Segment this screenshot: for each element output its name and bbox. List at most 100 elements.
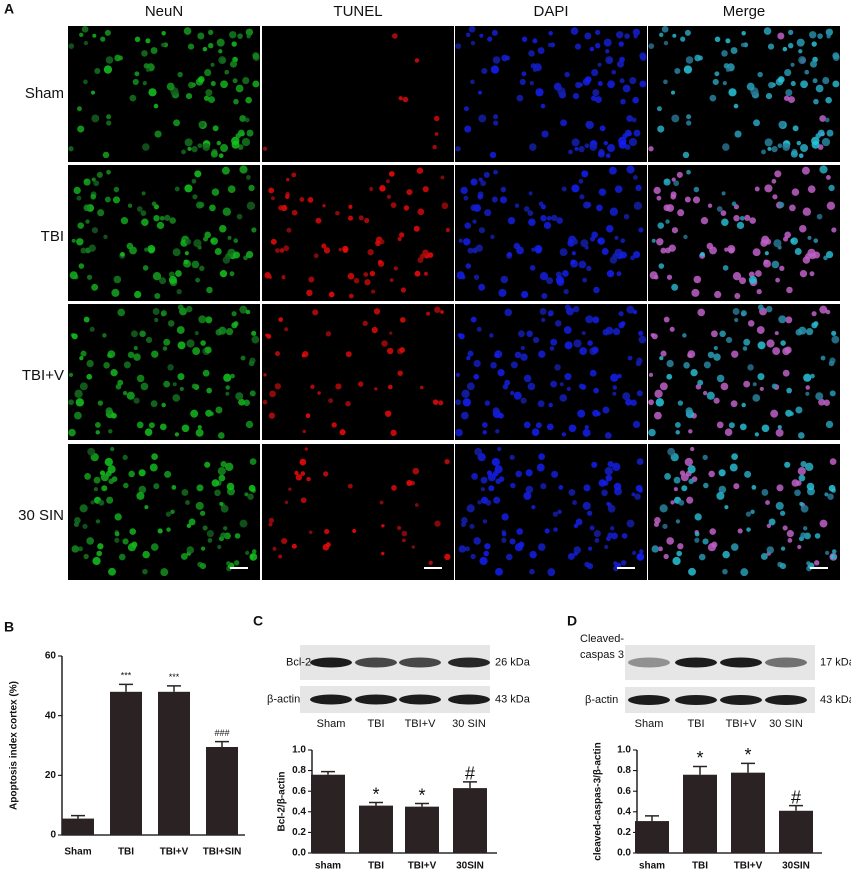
cell — [563, 326, 572, 334]
cell — [528, 218, 536, 227]
cell — [746, 527, 751, 532]
cell — [573, 339, 582, 348]
bar — [206, 746, 238, 835]
cell — [455, 399, 461, 406]
cell — [779, 265, 785, 271]
cell — [778, 201, 785, 208]
cell — [480, 487, 485, 492]
cell — [202, 143, 211, 151]
x-tick-label: TBI+V — [734, 861, 763, 872]
cell — [204, 346, 212, 354]
cell — [478, 177, 483, 182]
cell — [709, 94, 717, 102]
cell — [243, 399, 250, 406]
cell — [768, 81, 775, 89]
cell — [491, 457, 500, 467]
cell — [220, 144, 229, 153]
cell — [648, 428, 656, 437]
cell — [723, 63, 730, 69]
cell — [142, 143, 150, 151]
cell — [651, 333, 658, 340]
cell — [347, 215, 354, 221]
cell — [799, 224, 807, 233]
cell — [71, 333, 78, 340]
cell — [633, 201, 643, 210]
cell — [671, 114, 680, 123]
cell — [548, 312, 553, 317]
cell — [315, 217, 322, 224]
cell — [765, 238, 772, 245]
cell — [616, 271, 622, 277]
band-label: β-actin — [585, 694, 618, 706]
cell — [648, 43, 655, 50]
cell — [108, 567, 116, 576]
cell — [438, 400, 444, 406]
cell — [106, 496, 114, 504]
cell — [87, 447, 96, 456]
cell — [548, 402, 553, 408]
cell — [209, 204, 216, 212]
cell — [811, 136, 820, 146]
cell — [335, 383, 342, 390]
cell — [831, 227, 837, 233]
cell — [479, 33, 484, 38]
cell — [543, 221, 552, 230]
cell — [184, 138, 193, 147]
cell — [69, 271, 78, 280]
cell — [560, 119, 568, 127]
cell — [75, 398, 85, 407]
cell — [754, 186, 760, 192]
micrograph — [262, 26, 454, 162]
error-bar — [167, 685, 181, 692]
cell — [239, 165, 248, 174]
cell — [728, 88, 737, 97]
cell — [797, 432, 805, 439]
micrograph — [68, 165, 260, 301]
cell — [537, 400, 545, 408]
micrograph — [68, 25, 260, 162]
cell — [482, 430, 487, 435]
cell — [393, 266, 398, 271]
cell — [529, 81, 534, 86]
cell — [184, 251, 189, 256]
cell — [663, 79, 668, 85]
cell — [251, 549, 257, 554]
cell — [703, 482, 709, 489]
cell — [185, 93, 193, 100]
micrograph — [262, 444, 454, 580]
cell — [690, 446, 695, 452]
cell — [133, 397, 140, 404]
cell — [369, 187, 374, 191]
cell — [694, 54, 702, 62]
cell — [586, 510, 593, 516]
cell — [154, 317, 159, 323]
cell — [348, 293, 354, 299]
cell — [523, 206, 530, 212]
cell — [477, 194, 484, 200]
cell — [744, 214, 751, 221]
cell — [657, 222, 664, 229]
cell — [386, 194, 392, 199]
cell — [86, 537, 94, 545]
cell — [638, 227, 644, 233]
cell — [495, 567, 503, 576]
cell — [239, 115, 247, 122]
error-bar — [463, 781, 477, 789]
significance-mark: ### — [214, 728, 229, 738]
cell — [620, 238, 626, 244]
bar — [731, 772, 765, 853]
cell — [79, 355, 84, 361]
cell — [671, 177, 676, 182]
cell — [586, 265, 592, 271]
cell — [572, 305, 580, 313]
cell — [68, 146, 74, 152]
cell — [806, 561, 811, 566]
micrograph — [455, 25, 647, 162]
cell — [476, 326, 482, 332]
cell — [214, 248, 222, 256]
cell — [150, 400, 158, 408]
cell — [348, 204, 353, 209]
cell — [507, 216, 516, 225]
cell — [140, 210, 147, 217]
cell — [458, 238, 463, 243]
